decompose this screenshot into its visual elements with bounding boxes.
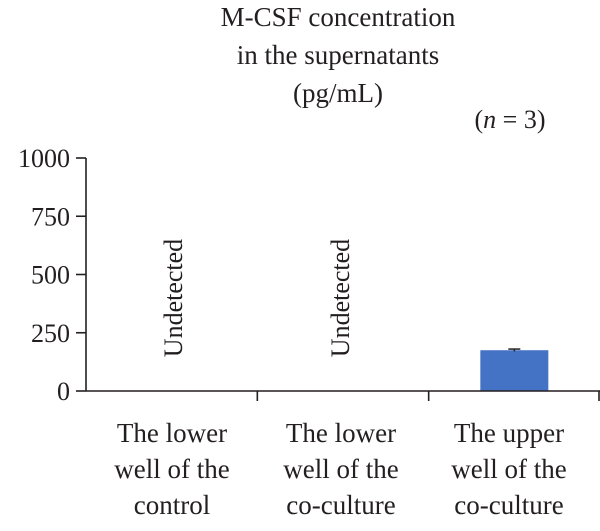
chart-title: M-CSF concentration in the supernatants … — [221, 2, 456, 108]
bar — [480, 350, 549, 391]
bar-annotations: Undetected Undetected — [159, 239, 355, 357]
sample-size-rest: = 3) — [496, 105, 545, 134]
sample-size-variable: n — [483, 105, 496, 134]
sample-size-open: ( — [475, 105, 484, 134]
chart-title-line-1: M-CSF concentration — [221, 2, 456, 32]
y-tick-label: 500 — [31, 261, 70, 290]
sample-size-label: (n = 3) — [475, 105, 546, 134]
x-category-label-line: control — [134, 490, 210, 520]
x-axis-ticks — [256, 391, 600, 401]
x-category-label-line: co-culture — [286, 490, 395, 520]
x-category-label-line: The upper — [454, 418, 564, 448]
x-category-label: The lower well of the control — [114, 418, 229, 520]
x-category-label: The upper well of the co-culture — [451, 418, 566, 520]
chart-title-line-2: in the supernatants — [237, 40, 439, 70]
x-category-label-line: The lower — [286, 418, 396, 448]
y-tick-label: 0 — [57, 377, 70, 406]
bar-annotation: Undetected — [159, 239, 188, 357]
y-axis-ticks: 0 250 500 750 1000 — [18, 144, 86, 406]
x-axis-category-labels: The lower well of the control The lower well… — [114, 418, 566, 520]
y-tick-label: 1000 — [18, 144, 70, 173]
x-category-label-line: well of the — [283, 454, 398, 484]
chart-title-line-3: (pg/mL) — [293, 78, 383, 108]
x-category-label-line: well of the — [451, 454, 566, 484]
y-tick-label: 250 — [31, 319, 70, 348]
x-category-label: The lower well of the co-culture — [283, 418, 398, 520]
x-category-label-line: co-culture — [454, 490, 563, 520]
bar-annotation: Undetected — [326, 239, 355, 357]
x-category-label-line: The lower — [117, 418, 227, 448]
bars — [480, 348, 549, 391]
x-category-label-line: well of the — [114, 454, 229, 484]
y-tick-label: 750 — [31, 202, 70, 231]
